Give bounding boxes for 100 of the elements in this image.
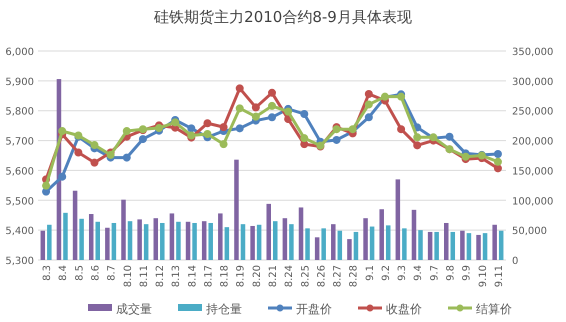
point (413, 141, 422, 150)
x-tick-label: 8.27 (332, 265, 344, 288)
point (236, 124, 244, 132)
bar (256, 224, 262, 260)
bar (186, 222, 190, 260)
point (268, 113, 276, 122)
x-tick-label: 8.12 (155, 265, 166, 288)
y2-tick-label: 0 (512, 256, 518, 267)
point (90, 158, 98, 167)
x-tick-label: 8.19 (236, 265, 247, 288)
bar (160, 222, 165, 260)
bar (338, 230, 342, 260)
x-tick-label: 8.17 (203, 265, 214, 288)
point (220, 140, 228, 148)
bar (331, 224, 336, 260)
point (268, 88, 276, 97)
bar (202, 221, 206, 260)
point (187, 131, 196, 140)
point (171, 118, 180, 126)
point (220, 123, 228, 132)
point (203, 130, 212, 138)
point (268, 102, 276, 110)
legend-label: 成交量 (116, 302, 152, 316)
y2-tick-label: 100,000 (512, 196, 554, 208)
bar (444, 222, 449, 260)
x-tick-label: 8.18 (220, 265, 231, 288)
bar (192, 222, 197, 260)
bar (412, 210, 416, 260)
y-tick-label: 5,600 (5, 166, 34, 178)
y2-tick-label: 50,000 (512, 226, 547, 238)
point (122, 154, 131, 162)
bar (402, 228, 407, 260)
bar (79, 218, 84, 260)
bar (170, 213, 174, 260)
bar (370, 226, 374, 260)
point (155, 124, 164, 132)
point (364, 113, 373, 122)
chart-title: 硅铁期货主力2010合约8-9月具体表现 (153, 8, 412, 26)
bar (154, 218, 158, 260)
x-tick-label: 8.13 (171, 265, 182, 288)
legend-label: 收盘价 (386, 302, 422, 316)
bar (482, 233, 488, 260)
y2-tick-label: 350,000 (512, 47, 554, 58)
point (462, 152, 470, 161)
point (42, 182, 50, 190)
bar (224, 227, 230, 260)
x-tick-label: 8.21 (268, 265, 279, 288)
x-tick-label: 8.10 (122, 265, 134, 288)
point (284, 108, 292, 116)
point (494, 150, 502, 158)
bar (240, 224, 246, 260)
bar (144, 224, 148, 260)
point (397, 125, 406, 134)
bar (460, 230, 465, 260)
point (252, 112, 260, 121)
x-tick-label: 9.10 (478, 265, 489, 288)
bar (121, 200, 126, 260)
bar (95, 222, 100, 260)
point (58, 127, 66, 136)
point (138, 135, 147, 144)
bar (112, 222, 116, 260)
y-tick-label: 5,400 (5, 226, 34, 238)
y-tick-label: 5,900 (5, 76, 34, 88)
x-tick-label: 9.4 (413, 265, 424, 281)
bar (234, 160, 239, 260)
bar (176, 222, 181, 260)
point (494, 164, 502, 172)
legend-label: 持仓量 (206, 302, 242, 316)
bar (450, 232, 456, 260)
bar (289, 224, 294, 260)
bar (137, 219, 142, 260)
x-tick-label: 9.3 (397, 265, 408, 281)
y-tick-label: 5,500 (5, 196, 34, 208)
x-tick-label: 9.8 (446, 265, 457, 281)
bar (363, 218, 368, 260)
y2-tick-label: 150,000 (512, 166, 554, 178)
bar (88, 214, 94, 260)
point (187, 124, 196, 132)
bar (266, 204, 271, 260)
point (364, 100, 373, 108)
point (203, 119, 212, 128)
bar (63, 212, 68, 260)
x-tick-label: 8.25 (300, 265, 312, 288)
y2-tick-label: 300,000 (512, 76, 554, 88)
bar (250, 226, 255, 260)
point (300, 134, 308, 142)
point (300, 110, 308, 118)
bar (396, 179, 400, 260)
x-tick-label: 8.5 (74, 265, 86, 281)
point (364, 90, 373, 98)
bar (105, 228, 110, 260)
point (74, 148, 82, 157)
x-tick-label: 8.28 (348, 265, 360, 288)
bar (347, 239, 352, 260)
bar (72, 190, 78, 260)
x-tick-label: 9.9 (462, 265, 473, 281)
x-tick-label: 9.2 (380, 265, 392, 281)
bar (282, 218, 288, 260)
bar (466, 233, 472, 260)
y-tick-label: 5,800 (5, 106, 34, 118)
